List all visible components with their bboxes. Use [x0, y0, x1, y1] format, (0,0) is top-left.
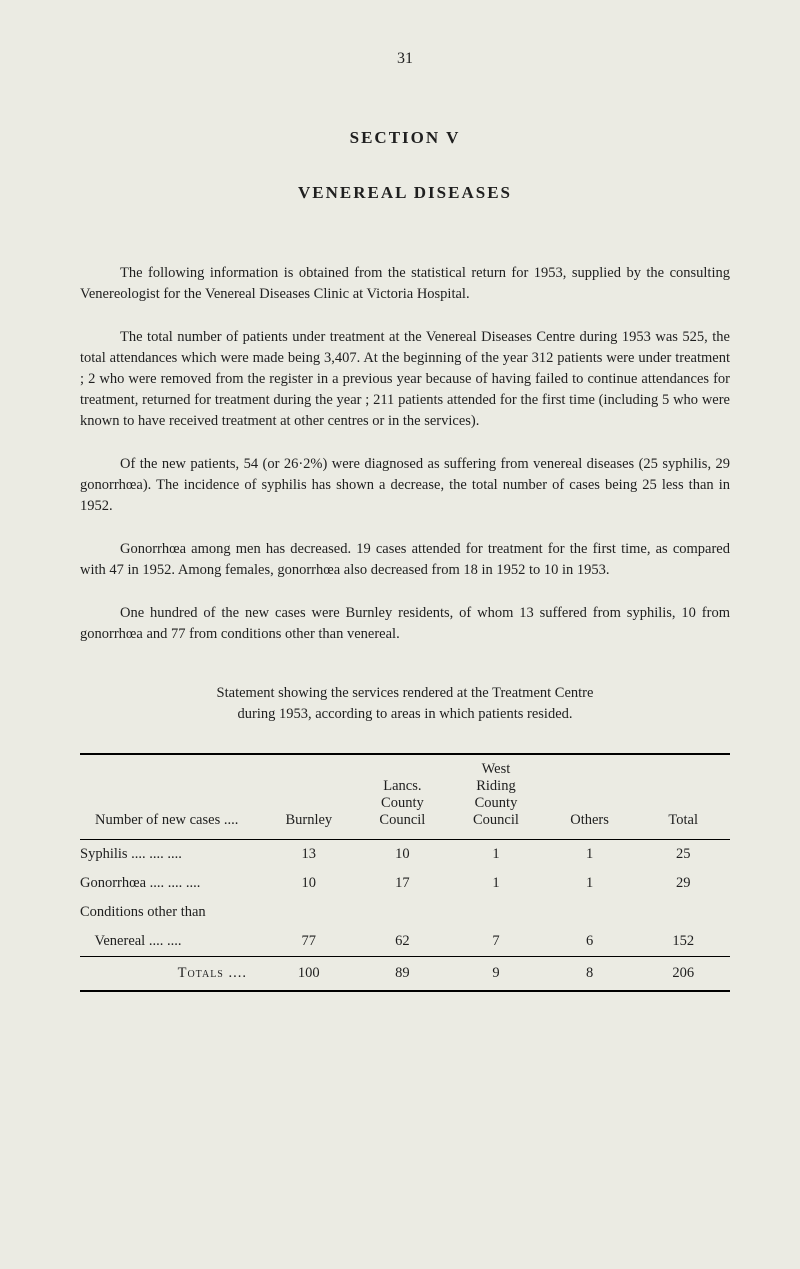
header-west-riding: West Riding County Council	[449, 754, 543, 840]
table-row: Venereal .... .... 77 62 7 6 152	[80, 927, 730, 957]
row-cell: 7	[449, 927, 543, 957]
statement-line2: during 1953, according to areas in which…	[237, 706, 572, 722]
section-subtitle: VENEREAL DISEASES	[80, 183, 730, 203]
header-burnley: Burnley	[262, 754, 356, 840]
row-label: Syphilis .... .... ....	[80, 840, 262, 870]
row-label: Venereal .... ....	[80, 927, 262, 957]
row-cell: 1	[449, 869, 543, 898]
totals-label-text: Totals ....	[178, 965, 247, 981]
row-cell: 10	[262, 869, 356, 898]
row-label: Conditions other than	[80, 898, 262, 927]
table-row: Conditions other than	[80, 898, 730, 927]
section-title: SECTION V	[80, 128, 730, 148]
table-row: Syphilis .... .... .... 13 10 1 1 25	[80, 840, 730, 870]
header-number-new-cases: Number of new cases ....	[80, 754, 262, 840]
paragraph-3: Of the new patients, 54 (or 26·2%) were …	[80, 454, 730, 517]
row-cell	[543, 898, 637, 927]
totals-cell: 206	[636, 957, 730, 992]
header-others: Others	[543, 754, 637, 840]
paragraph-1: The following information is obtained fr…	[80, 263, 730, 305]
row-cell	[449, 898, 543, 927]
header-lancs-l2: County	[381, 795, 424, 811]
page-number: 31	[80, 50, 730, 68]
row-cell: 6	[543, 927, 637, 957]
totals-cell: 100	[262, 957, 356, 992]
table-header-row: Number of new cases .... Burnley Lancs. …	[80, 754, 730, 840]
row-cell: 10	[356, 840, 450, 870]
row-cell	[636, 898, 730, 927]
row-cell: 25	[636, 840, 730, 870]
row-label: Gonorrhœa .... .... ....	[80, 869, 262, 898]
row-cell: 1	[543, 840, 637, 870]
row-cell: 152	[636, 927, 730, 957]
row-cell: 77	[262, 927, 356, 957]
header-total: Total	[636, 754, 730, 840]
paragraph-4: Gonorrhœa among men has decreased. 19 ca…	[80, 539, 730, 581]
header-lancs-l3: Council	[379, 812, 425, 828]
statement-line1: Statement showing the services rendered …	[217, 685, 594, 701]
header-lancs: Lancs. County Council	[356, 754, 450, 840]
row-cell: 29	[636, 869, 730, 898]
header-lancs-l1: Lancs.	[383, 778, 421, 794]
totals-cell: 89	[356, 957, 450, 992]
row-cell: 1	[543, 869, 637, 898]
header-wr-l1: West	[482, 761, 511, 777]
treatment-centre-table: Number of new cases .... Burnley Lancs. …	[80, 753, 730, 992]
table-totals-row: Totals .... 100 89 9 8 206	[80, 957, 730, 992]
totals-cell: 8	[543, 957, 637, 992]
statement-heading: Statement showing the services rendered …	[80, 683, 730, 725]
paragraph-2: The total number of patients under treat…	[80, 327, 730, 432]
table-row: Gonorrhœa .... .... .... 10 17 1 1 29	[80, 869, 730, 898]
header-wr-l4: Council	[473, 812, 519, 828]
header-wr-l2: Riding	[476, 778, 515, 794]
row-cell: 1	[449, 840, 543, 870]
row-cell	[262, 898, 356, 927]
row-cell: 62	[356, 927, 450, 957]
paragraph-5: One hundred of the new cases were Burnle…	[80, 603, 730, 645]
totals-cell: 9	[449, 957, 543, 992]
row-cell	[356, 898, 450, 927]
header-wr-l3: County	[475, 795, 518, 811]
row-cell: 13	[262, 840, 356, 870]
row-cell: 17	[356, 869, 450, 898]
totals-label: Totals ....	[80, 957, 262, 992]
